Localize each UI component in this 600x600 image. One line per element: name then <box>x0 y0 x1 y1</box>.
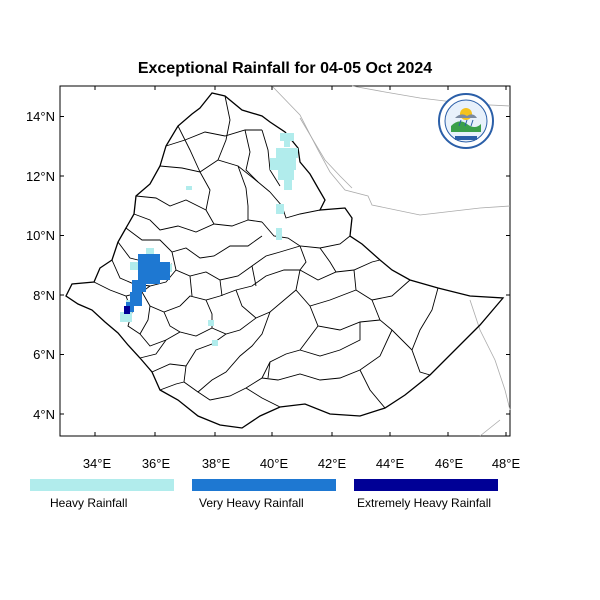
extremely-heavy-rainfall-cells <box>124 306 130 314</box>
legend-swatch-extremely-heavy <box>354 479 498 491</box>
map-title: Exceptional Rainfall for 04-05 Oct 2024 <box>138 60 432 77</box>
x-tick-label: 40°E <box>260 456 289 471</box>
y-tick-label: 8°N <box>33 288 55 303</box>
y-tick-label: 12°N <box>26 169 55 184</box>
x-tick-label: 44°E <box>376 456 405 471</box>
legend-swatch-very-heavy <box>192 479 336 491</box>
x-tick-label: 46°E <box>435 456 464 471</box>
ethiopia-outline <box>65 92 505 429</box>
y-tick-label: 4°N <box>33 407 55 422</box>
axis-ticks <box>60 86 510 436</box>
rainfall-overlay <box>120 133 298 346</box>
x-tick-label: 42°E <box>318 456 347 471</box>
legend-label-extremely-heavy: Extremely Heavy Rainfall <box>357 496 492 510</box>
x-axis-labels: 34°E 36°E 38°E 40°E 42°E 44°E 46°E 48°E <box>83 456 521 471</box>
legend-swatch-heavy <box>30 479 174 491</box>
logo-emblem-icon <box>438 93 494 149</box>
x-tick-label: 48°E <box>492 456 521 471</box>
legend-label-heavy: Heavy Rainfall <box>50 496 128 510</box>
x-tick-label: 36°E <box>142 456 171 471</box>
x-tick-label: 38°E <box>202 456 231 471</box>
y-tick-label: 6°N <box>33 347 55 362</box>
y-tick-label: 14°N <box>26 109 55 124</box>
y-axis-labels: 14°N 12°N 10°N 8°N 6°N 4°N <box>26 109 55 422</box>
ethiopian-meteorology-institute-logo <box>437 92 495 150</box>
heavy-rainfall-cells <box>120 133 298 346</box>
y-tick-label: 10°N <box>26 228 55 243</box>
legend-label-very-heavy: Very Heavy Rainfall <box>199 496 304 510</box>
x-tick-label: 34°E <box>83 456 112 471</box>
